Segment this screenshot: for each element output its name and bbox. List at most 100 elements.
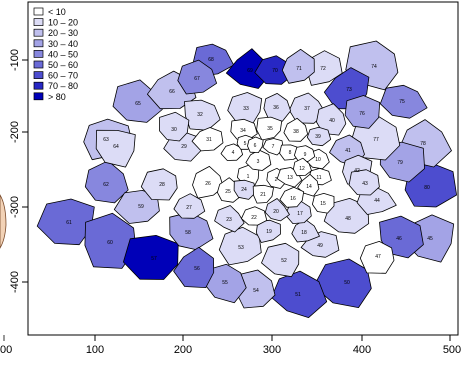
region-12 <box>292 157 312 177</box>
x-tick-label: 200 <box>174 344 192 356</box>
region-31 <box>191 127 224 152</box>
region-26 <box>192 165 224 199</box>
region-label: 67 <box>194 76 200 82</box>
region-3 <box>245 149 272 171</box>
region-label: 76 <box>359 111 365 117</box>
legend-swatch <box>33 18 44 26</box>
region-label: 23 <box>226 217 232 223</box>
region-27 <box>173 193 206 219</box>
region-label: 29 <box>181 144 187 150</box>
region-label: 1 <box>247 174 250 180</box>
region-label: 4 <box>232 150 235 156</box>
region-label: 22 <box>251 215 257 221</box>
region-label: 42 <box>354 168 360 174</box>
region-label: 21 <box>260 192 266 198</box>
region-label: 17 <box>297 211 303 217</box>
region-56 <box>173 246 215 289</box>
legend-swatch <box>33 7 44 16</box>
left-adjacent-panel: 00 <box>0 194 12 356</box>
x-axis: 100 200 300 400 500 <box>86 335 461 356</box>
region-label: 61 <box>66 220 72 226</box>
y-tick-label: -200 <box>9 121 21 143</box>
region-35 <box>256 116 283 141</box>
plot-frame <box>27 1 459 336</box>
region-label: 62 <box>103 182 109 188</box>
region-38 <box>283 117 309 142</box>
y-tick-label: -300 <box>9 196 21 218</box>
legend-swatch <box>33 81 44 90</box>
region-label: 49 <box>317 243 323 249</box>
legend-label: 30 – 40 <box>48 39 78 49</box>
region-label: 48 <box>345 216 351 222</box>
region-label: 51 <box>295 292 301 298</box>
legend-swatch <box>33 39 44 48</box>
region-label: 56 <box>194 266 200 272</box>
region-label: 15 <box>320 201 326 207</box>
legend-swatch <box>33 28 44 37</box>
legend-label: 10 – 20 <box>48 18 78 28</box>
region-label: 19 <box>266 229 272 235</box>
region-53 <box>218 226 262 266</box>
region-label: 77 <box>373 137 379 143</box>
region-label: 54 <box>253 288 259 294</box>
region-label: 66 <box>169 89 175 95</box>
region-label: 13 <box>287 175 293 181</box>
region-label: 8 <box>289 150 292 156</box>
region-label: 32 <box>197 112 203 118</box>
region-label: 41 <box>345 148 351 154</box>
region-label: 57 <box>151 256 157 262</box>
region-7 <box>262 138 284 156</box>
region-label: 69 <box>247 68 253 74</box>
region-label: 37 <box>304 106 310 112</box>
region-57 <box>123 234 179 280</box>
region-label: 50 <box>344 280 350 286</box>
region-label: 5 <box>244 141 247 147</box>
x-tick-label: 500 <box>443 344 461 356</box>
region-label: 64 <box>113 144 119 150</box>
legend-label: 40 – 50 <box>48 49 78 59</box>
region-label: 74 <box>371 64 377 70</box>
y-tick-label: -100 <box>9 49 21 71</box>
region-label: 55 <box>222 280 228 286</box>
region-label: 70 <box>272 68 278 74</box>
region-76 <box>344 95 381 129</box>
region-label: 6 <box>254 143 257 149</box>
region-label: 27 <box>186 205 192 211</box>
region-label: 18 <box>301 230 307 236</box>
region-label: 46 <box>396 236 402 242</box>
region-label: 65 <box>135 101 141 107</box>
region-label: 20 <box>273 209 279 215</box>
region-label: 47 <box>375 254 381 260</box>
legend-label: < 10 <box>48 7 66 17</box>
region-label: 38 <box>293 129 299 135</box>
region-23 <box>214 205 245 233</box>
y-axis: -100 -200 -300 -400 <box>9 49 28 293</box>
region-67 <box>177 59 218 95</box>
region-label: 36 <box>273 105 279 111</box>
region-21 <box>252 184 274 204</box>
left-panel-shape <box>0 194 7 249</box>
region-51 <box>271 270 328 319</box>
region-label: 68 <box>208 57 214 63</box>
region-label: 53 <box>238 245 244 251</box>
region-label: 60 <box>107 240 113 246</box>
region-24 <box>233 179 257 200</box>
legend-swatch <box>33 60 44 69</box>
region-64 <box>95 129 136 168</box>
region-label: 31 <box>206 137 212 143</box>
region-16 <box>279 186 305 208</box>
legend-swatch <box>33 71 44 79</box>
region-52 <box>261 242 300 278</box>
region-19 <box>255 219 281 243</box>
region-label: 9 <box>304 152 307 158</box>
legend-label: 60 – 70 <box>48 71 78 81</box>
y-tick-label: -400 <box>9 271 21 293</box>
legend-label: > 80 <box>48 92 66 102</box>
region-label: 3 <box>257 159 260 165</box>
region-label: 12 <box>299 166 305 172</box>
legend-label: 20 – 30 <box>48 28 78 38</box>
